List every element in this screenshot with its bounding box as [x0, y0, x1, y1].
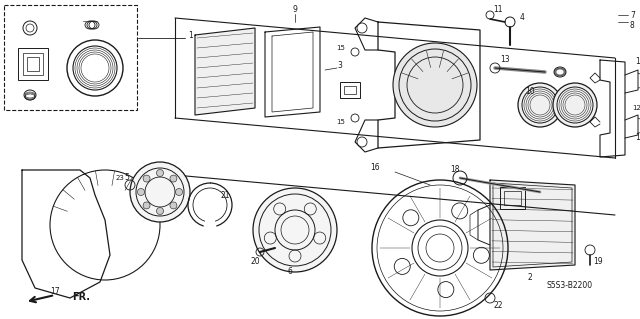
Text: FR.: FR. — [72, 292, 90, 302]
Text: 1: 1 — [188, 32, 193, 41]
Text: 5: 5 — [125, 174, 129, 182]
Text: 14: 14 — [635, 57, 640, 66]
Text: 21: 21 — [220, 190, 230, 199]
Text: 14: 14 — [635, 133, 640, 143]
Text: 4: 4 — [520, 13, 525, 23]
Text: 16: 16 — [370, 164, 380, 173]
Bar — [23, 53, 43, 75]
Circle shape — [143, 175, 150, 182]
Circle shape — [130, 162, 190, 222]
Text: 7: 7 — [630, 11, 635, 19]
Circle shape — [170, 202, 177, 209]
Circle shape — [157, 169, 163, 176]
Text: 13: 13 — [500, 56, 510, 64]
Text: 17: 17 — [50, 287, 60, 296]
Text: 9: 9 — [292, 5, 298, 14]
Text: 23: 23 — [116, 175, 124, 181]
Bar — [340, 82, 360, 98]
Text: ~~~: ~~~ — [81, 19, 99, 25]
Text: 6: 6 — [287, 268, 292, 277]
Text: 2: 2 — [527, 273, 532, 283]
Text: 15: 15 — [336, 119, 345, 125]
Text: 20: 20 — [250, 257, 260, 266]
Polygon shape — [490, 180, 575, 270]
Circle shape — [518, 83, 562, 127]
Bar — [4, 5, 137, 110]
Circle shape — [170, 175, 177, 182]
Circle shape — [253, 188, 337, 272]
Bar — [500, 187, 525, 209]
Text: 12: 12 — [632, 105, 640, 111]
Bar — [18, 48, 48, 80]
Circle shape — [143, 202, 150, 209]
Bar — [344, 86, 356, 94]
Text: 22: 22 — [493, 300, 503, 309]
Text: 11: 11 — [493, 5, 503, 14]
Circle shape — [138, 189, 145, 196]
Text: 15: 15 — [336, 45, 345, 51]
Circle shape — [175, 189, 182, 196]
Text: 10: 10 — [525, 87, 535, 97]
Polygon shape — [195, 28, 255, 115]
Text: 18: 18 — [451, 166, 460, 174]
Text: 8: 8 — [630, 20, 635, 29]
Text: 3: 3 — [337, 61, 342, 70]
Wedge shape — [204, 205, 216, 228]
Text: S5S3-B2200: S5S3-B2200 — [547, 280, 593, 290]
Circle shape — [553, 83, 597, 127]
Circle shape — [157, 207, 163, 214]
Bar — [27, 57, 39, 71]
Bar — [504, 191, 521, 205]
Text: 19: 19 — [593, 257, 603, 266]
Circle shape — [393, 43, 477, 127]
